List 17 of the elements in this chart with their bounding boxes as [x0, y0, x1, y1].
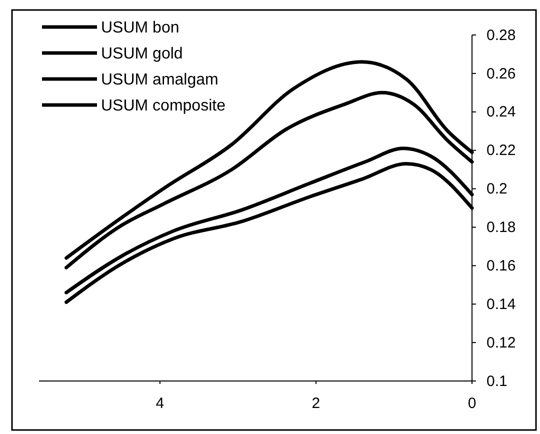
legend-label: USUM composite: [101, 98, 226, 115]
x-tick-label: 4: [156, 395, 164, 412]
y-tick-label: 0.1: [486, 372, 508, 390]
legend-label: USUM bon: [101, 20, 180, 37]
y-tick-label: 0.2: [486, 180, 508, 198]
y-tick-label: 0.24: [486, 104, 516, 121]
y-tick-label: 0.12: [486, 334, 516, 352]
y-tick-label: 0.22: [486, 142, 516, 160]
legend-label: USUM gold: [101, 46, 183, 63]
y-tick-label: 0.14: [486, 296, 516, 313]
y-tick-label: 0.16: [486, 257, 516, 274]
x-tick-label: 2: [312, 395, 320, 412]
y-tick-label: 0.26: [486, 65, 516, 82]
x-tick-label: 0: [468, 395, 476, 412]
y-tick-label: 0.18: [486, 219, 516, 236]
legend-label: USUM amalgam: [101, 72, 218, 89]
y-tick-label: 0.28: [486, 26, 516, 44]
